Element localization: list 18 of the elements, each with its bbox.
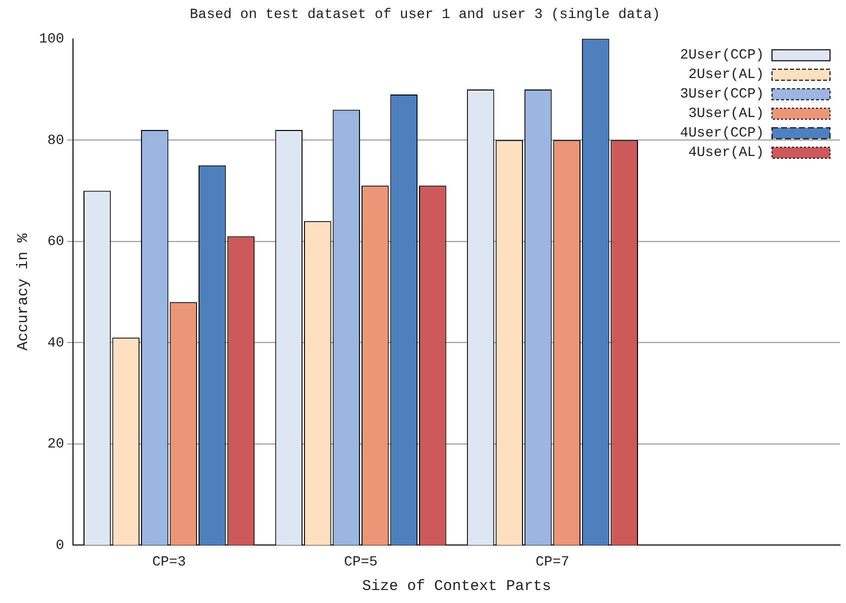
y-tick-label: 40: [47, 335, 64, 352]
legend-label: 3User(CCP): [680, 86, 764, 103]
y-tick-label: 0: [56, 538, 64, 554]
y-axis-title: Accuracy in %: [14, 232, 32, 351]
x-tick-label: CP=3: [152, 554, 186, 570]
y-tick-label: 100: [38, 32, 64, 48]
x-tick-label: CP=5: [344, 554, 378, 570]
y-tick-label: 60: [47, 234, 64, 250]
x-axis-title: Size of Context Parts: [362, 578, 552, 595]
legend-label: 4User(AL): [688, 145, 764, 162]
chart-title: Based on test dataset of user 1 and user 3 (single data): [190, 7, 660, 24]
legend-label: 2User(CCP): [680, 48, 764, 64]
x-tick-label: CP=7: [536, 554, 570, 570]
y-tick-label: 80: [47, 132, 64, 149]
legend-label: 2User(AL): [688, 67, 764, 84]
legend-label: 4User(CCP): [680, 126, 764, 142]
y-tick-label: 20: [47, 436, 64, 453]
legend-label: 3User(AL): [688, 106, 764, 122]
